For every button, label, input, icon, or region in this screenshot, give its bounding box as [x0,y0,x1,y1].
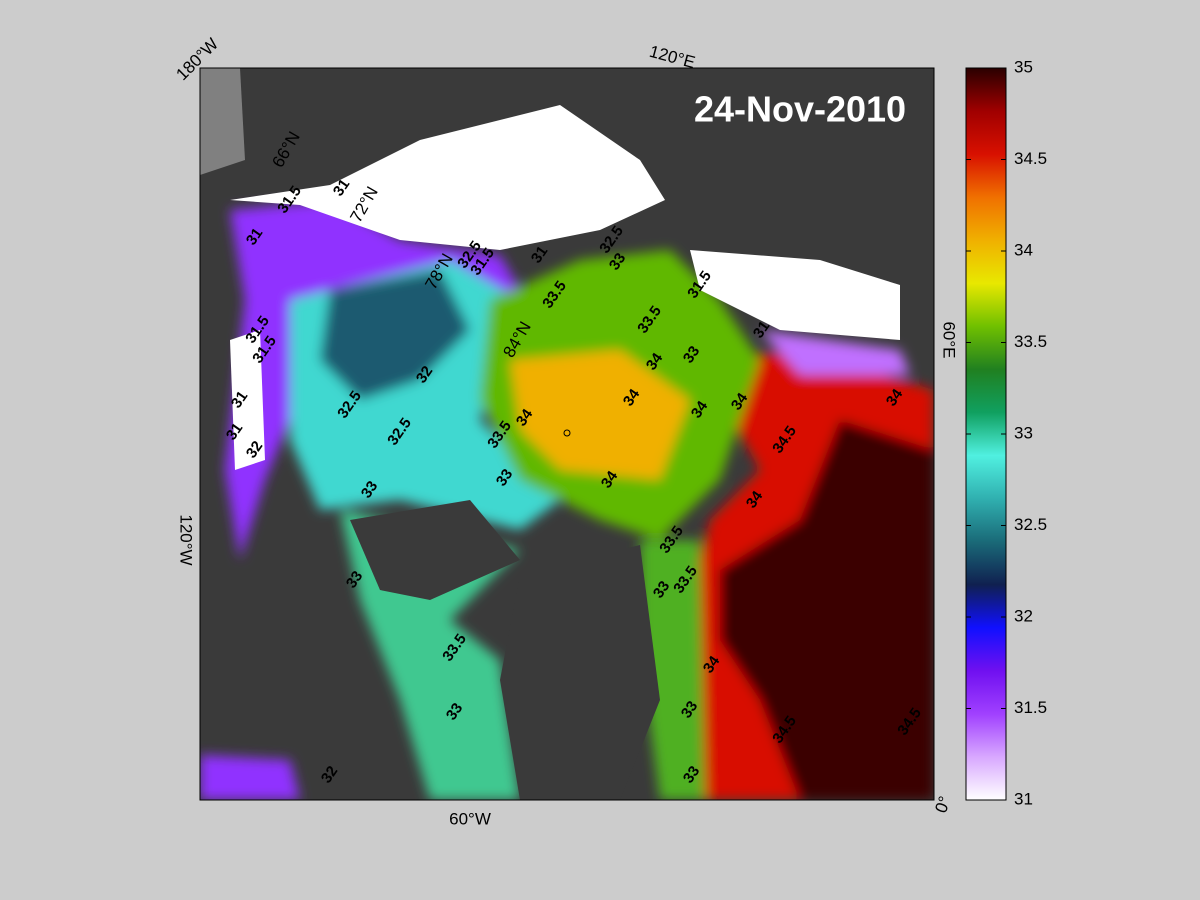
map-frame [199,67,935,801]
longitude-label: 60°W [449,809,491,828]
land [350,500,520,600]
contour-label: 33 [650,578,673,601]
colorbar-tick-label: 33.5 [1014,332,1047,351]
contour-label: 33 [443,700,466,723]
contour-label: 33 [493,466,516,489]
region [200,755,300,800]
pole [563,429,571,437]
map: 66°N72°N78°N84°N31.5 313131.531.5313232.5… [200,68,934,800]
contour-label: 33 [343,568,366,591]
contour-label: 33 [678,698,701,721]
longitude-label: 0° [931,794,954,816]
land [500,545,660,800]
land-grey [200,68,245,175]
contour-label: 31 [223,420,246,443]
colorbar-tick-label: 32.5 [1014,515,1047,534]
contour-label: 31 [243,225,266,248]
ice [230,330,265,470]
longitude-label: 120°W [177,514,196,565]
contour-label: 31 [228,388,251,411]
contour-label: 33 [606,250,629,273]
contour-label: 32 [413,363,436,386]
region [720,420,934,800]
colorbar-tick-label: 31.5 [1014,698,1047,717]
region [640,540,705,800]
ice [690,250,900,340]
region [320,270,470,400]
contour-label: 32 [318,763,341,786]
colorbar-tick-label: 34 [1014,240,1033,259]
longitude-label: 60°E [940,321,959,358]
contour-label: 31 [750,318,773,341]
contour-label: 31 [330,176,353,199]
ice [230,105,665,250]
contour-label: 33 [680,343,703,366]
contour-label: 32 [243,438,266,461]
colorbar-tick-label: 35 [1014,57,1033,76]
colorbar-tick-label: 31 [1014,789,1033,808]
contour-label: 31 [528,243,551,266]
region [510,350,690,480]
region [760,330,910,375]
contour-label: 33 [358,478,381,501]
colorbar-tick-label: 32 [1014,606,1033,625]
colorbar-tick-label: 34.5 [1014,149,1047,168]
colorbar [965,67,1007,801]
date-label: 24-Nov-2010 [694,89,906,130]
contour-label: 33 [680,763,703,786]
colorbar-tick-label: 33 [1014,423,1033,442]
